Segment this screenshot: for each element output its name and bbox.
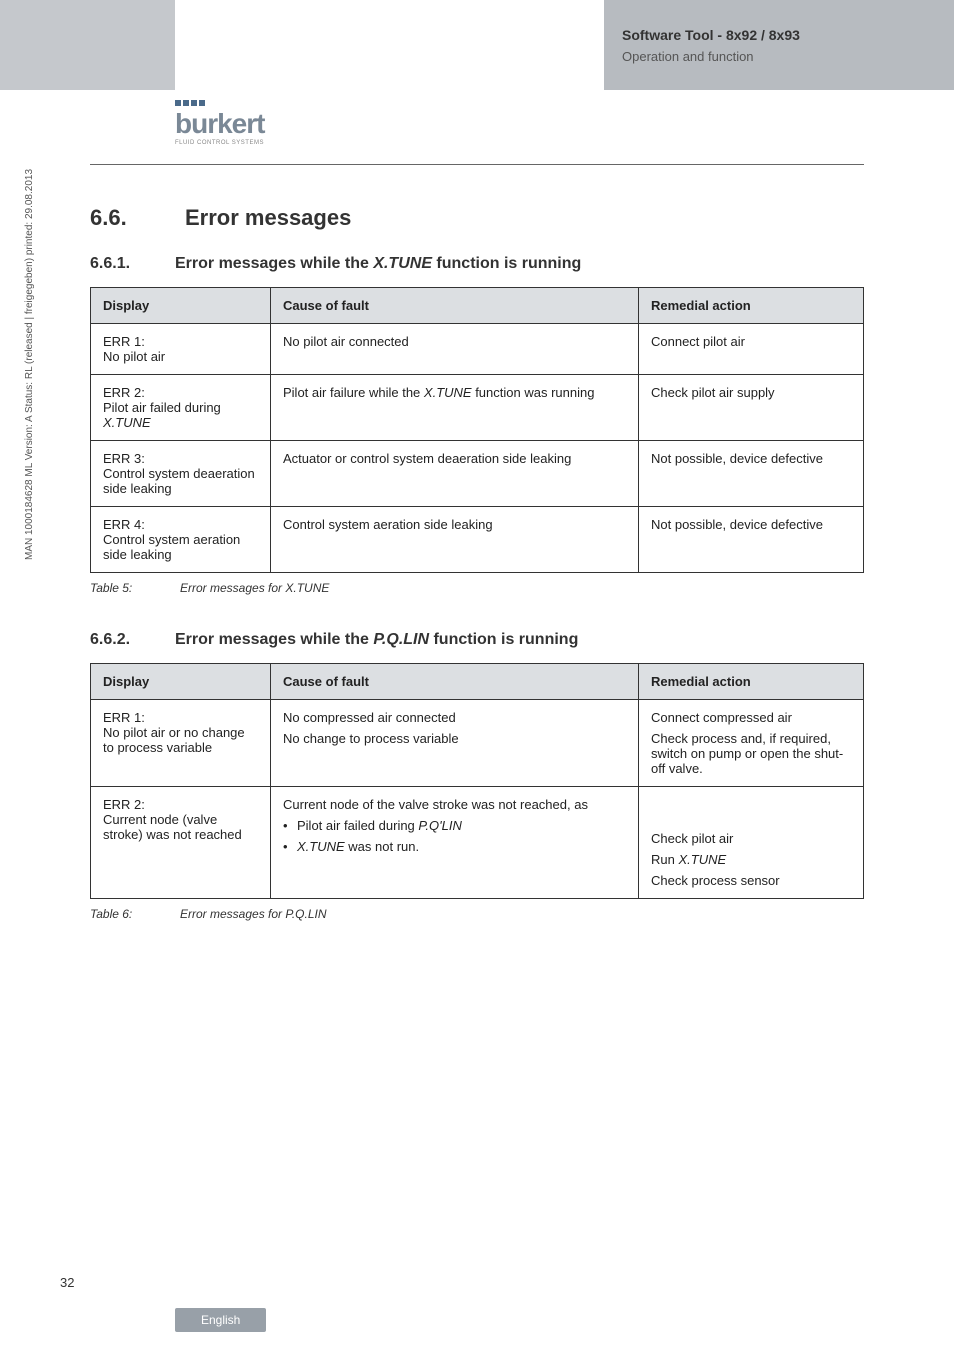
subsection-2-heading: 6.6.2.Error messages while the P.Q.LIN f… bbox=[90, 631, 864, 649]
list-item: Pilot air failed during P.Q'LIN bbox=[283, 818, 626, 833]
logo-text: burkert bbox=[175, 108, 264, 140]
logo: burkert FLUID CONTROL SYSTEMS bbox=[175, 100, 264, 146]
col-cause: Cause of fault bbox=[271, 664, 639, 700]
table-row: ERR 2:Pilot air failed during X.TUNE Pil… bbox=[91, 375, 864, 441]
table-row: ERR 3:Control system deaeration side lea… bbox=[91, 441, 864, 507]
table-row: ERR 2:Current node (valve stroke) was no… bbox=[91, 787, 864, 899]
software-title: Software Tool - 8x92 / 8x93 bbox=[622, 27, 936, 43]
language-tab: English bbox=[175, 1308, 266, 1332]
section-heading: 6.6.Error messages bbox=[90, 205, 864, 231]
header-title-block: Software Tool - 8x92 / 8x93 Operation an… bbox=[604, 0, 954, 90]
subsection-2-number: 6.6.2. bbox=[90, 631, 175, 649]
section-number: 6.6. bbox=[90, 205, 185, 231]
header-bar: Software Tool - 8x92 / 8x93 Operation an… bbox=[0, 0, 954, 90]
subsection-1-number: 6.6.1. bbox=[90, 255, 175, 273]
header-grey-block bbox=[0, 0, 175, 90]
col-display: Display bbox=[91, 664, 271, 700]
software-subtitle: Operation and function bbox=[622, 49, 936, 64]
table-5-caption: Table 5:Error messages for X.TUNE bbox=[90, 581, 864, 595]
table-6-caption: Table 6:Error messages for P.Q.LIN bbox=[90, 907, 864, 921]
list-item: X.TUNE was not run. bbox=[283, 839, 626, 854]
table-row: ERR 4:Control system aeration side leaki… bbox=[91, 507, 864, 573]
table-row: ERR 1:No pilot air No pilot air connecte… bbox=[91, 324, 864, 375]
col-remedial: Remedial action bbox=[639, 664, 864, 700]
table-row: ERR 1:No pilot air or no change to proce… bbox=[91, 700, 864, 787]
subsection-1-heading: 6.6.1.Error messages while the X.TUNE fu… bbox=[90, 255, 864, 273]
col-remedial: Remedial action bbox=[639, 288, 864, 324]
section-title: Error messages bbox=[185, 205, 351, 230]
logo-subtext: FLUID CONTROL SYSTEMS bbox=[175, 140, 264, 146]
col-display: Display bbox=[91, 288, 271, 324]
error-table-pqlin: Display Cause of fault Remedial action E… bbox=[90, 663, 864, 899]
col-cause: Cause of fault bbox=[271, 288, 639, 324]
side-metadata: MAN 1000184628 ML Version: A Status: RL … bbox=[24, 169, 35, 560]
page-number: 32 bbox=[60, 1275, 74, 1290]
error-table-xtune: Display Cause of fault Remedial action E… bbox=[90, 287, 864, 573]
